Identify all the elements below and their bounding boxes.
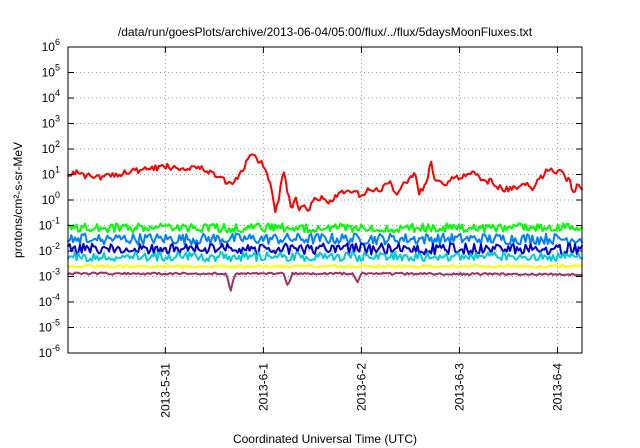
series-line-4 [67,242,583,256]
y-tick-label: 10-2 [39,241,60,258]
y-tick-label: 10-6 [39,343,60,360]
y-tick-label: 10-1 [39,216,60,233]
x-tick-label: 2013-6-2 [354,363,368,411]
y-tick-label: 104 [42,88,60,105]
y-tick-label: 100 [42,190,60,207]
x-tick-labels: 2013-5-31 2013-6-1 2013-6-2 2013-6-3 2013-6-… [158,363,564,418]
ticks-layer [68,46,582,354]
series-line-7 [67,271,583,292]
grid-layer [68,47,582,353]
series-line-3 [67,232,583,246]
y-tick-label: 101 [42,165,60,182]
x-tick-label: 2013-5-31 [158,363,172,418]
series-line-6 [67,264,583,269]
y-tick-label: 106 [42,37,60,54]
y-tick-label: 10-5 [39,318,60,335]
y-tick-label: 103 [42,114,60,131]
x-axis-label: Coordinated Universal Time (UTC) [233,432,417,446]
y-tick-label: 102 [42,139,60,156]
y-tick-label: 10-3 [39,267,60,284]
series-line-2 [67,222,583,234]
series-line-5 [67,251,583,263]
x-tick-label: 2013-6-4 [550,363,564,411]
x-tick-label: 2013-6-1 [256,363,270,411]
series-layer [67,153,583,292]
y-tick-label: 105 [42,63,60,80]
chart-title: /data/run/goesPlots/archive/2013-06-04/0… [118,25,533,39]
series-line-1 [67,153,583,214]
x-tick-label: 2013-6-3 [452,363,466,411]
y-axis-label: protons/cm²-s-sr-MeV [11,142,25,258]
y-tick-labels: 10-6 10-5 10-4 10-3 10-2 10-1 100 101 102 103 104 1… [39,37,60,360]
y-tick-label: 10-4 [39,292,60,309]
